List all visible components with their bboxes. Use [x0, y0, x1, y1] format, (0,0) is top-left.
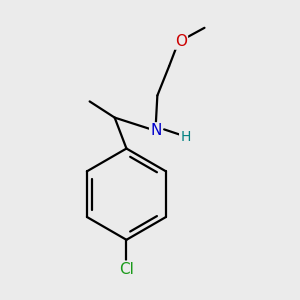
Text: N: N	[150, 123, 162, 138]
Text: H: H	[180, 130, 190, 144]
Text: O: O	[175, 34, 187, 49]
Text: Cl: Cl	[119, 262, 134, 277]
